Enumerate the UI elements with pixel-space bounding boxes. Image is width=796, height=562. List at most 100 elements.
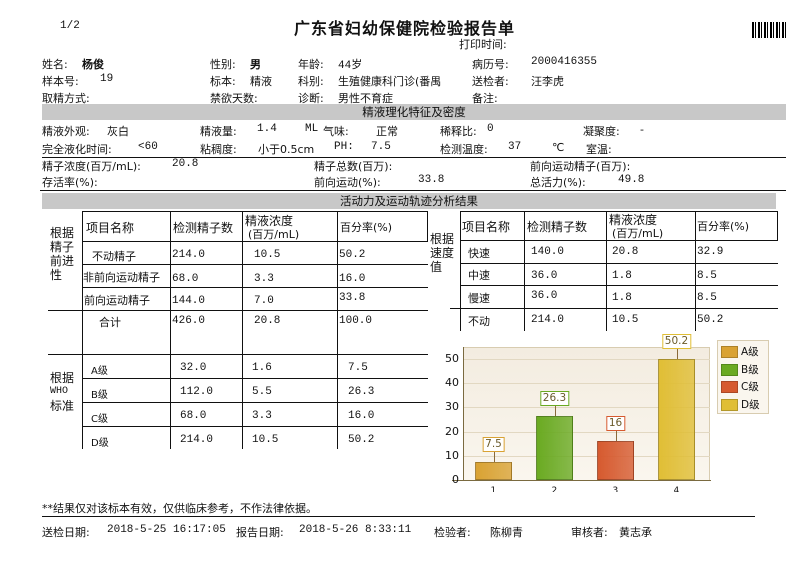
legend-label: A级 <box>741 346 759 358</box>
gridline <box>463 455 710 457</box>
bar <box>536 416 573 480</box>
divider <box>42 157 786 158</box>
odor-value: 正常 <box>376 125 398 138</box>
row-name: 前向运动精子 <box>84 294 150 307</box>
table-border <box>460 211 778 212</box>
bar <box>658 358 695 480</box>
send-date: 2018-5-25 16:17:05 <box>107 524 226 536</box>
legend-label: C级 <box>741 381 759 393</box>
row-conc: 1.8 <box>612 292 632 304</box>
group-label-line: 根据 <box>50 226 75 240</box>
row-name: 非前向运动精子 <box>83 271 160 284</box>
total-motility-value: 49.8 <box>618 174 645 186</box>
row-count: 36.0 <box>531 270 558 282</box>
x-axis <box>452 480 711 481</box>
reviewer-name: 黄志承 <box>619 526 652 539</box>
row-pct: 32.9 <box>697 246 724 258</box>
disclaimer: **结果仅对该标本有效，仅供临床参考，不作法律依据。 <box>42 502 317 515</box>
y-tick-label: 50 <box>445 352 459 366</box>
legend-item-d: D级 <box>721 397 768 415</box>
table-border <box>450 308 778 309</box>
bar <box>597 441 634 480</box>
sender-value: 汪李虎 <box>531 75 564 88</box>
table-border <box>82 211 428 212</box>
group-progress-label: 根据 精子 前进 性 <box>50 226 74 282</box>
group-label-line: 性 <box>50 268 63 282</box>
row-conc: 3.3 <box>254 273 274 285</box>
col-header-name: 项目名称 <box>462 220 511 234</box>
inspector-label: 检验者: <box>434 526 471 539</box>
col-header-count: 检测精子数 <box>527 220 588 234</box>
gridline <box>463 359 710 361</box>
group-label-line: 值 <box>430 260 443 274</box>
table-border <box>460 285 778 286</box>
agglutination-value: - <box>640 123 644 136</box>
row-count: 112.0 <box>180 386 214 398</box>
reviewer-label: 审核者: <box>571 526 608 539</box>
col-header-name: 项目名称 <box>86 221 135 235</box>
diagnosis-value: 男性不育症 <box>338 92 393 105</box>
ph-label: PH: <box>334 141 354 153</box>
concentration-label: 精子浓度(百万/mL): <box>42 160 141 173</box>
legend-item-a: A级 <box>721 344 768 362</box>
table-border <box>460 211 461 331</box>
row-name: 不动 <box>468 315 490 328</box>
temp-value: 37 <box>508 141 522 153</box>
method-label: 取精方式: <box>42 92 90 105</box>
row-count: 144.0 <box>172 295 206 307</box>
col-header-conc-unit: (百万/mL) <box>248 228 300 241</box>
table-border <box>170 211 171 449</box>
viscosity-value: 小于0.5cm <box>258 143 315 156</box>
send-date-label: 送检日期: <box>42 526 90 539</box>
row-name: 不动精子 <box>92 250 136 263</box>
row-conc: 10.5 <box>254 249 281 261</box>
table-border <box>460 263 778 264</box>
gridline <box>463 407 710 409</box>
row-conc: 1.8 <box>612 270 632 282</box>
grade-bar-chart: 0 10 20 30 40 50 7.5 1 26.3 2 16 3 50.2 4 A级 B级 C级 D… <box>432 330 792 500</box>
table-border <box>427 211 428 241</box>
row-count: 36.0 <box>531 290 558 302</box>
page-number: 1/2 <box>60 20 80 32</box>
table-border <box>337 211 338 449</box>
specimen-label: 标本: <box>210 75 236 88</box>
row-pct: 7.5 <box>348 362 368 374</box>
group-label-line: 根据 <box>50 371 75 385</box>
row-name: B级 <box>91 390 108 401</box>
row-count: 426.0 <box>172 315 206 327</box>
x-tick-label: 1 <box>490 486 497 492</box>
volume-value: 1.4 <box>257 123 277 135</box>
sender-label: 送检者: <box>472 75 509 88</box>
ph-value: 7.5 <box>371 141 391 153</box>
group-label-line: 速度 <box>430 246 455 260</box>
table-border <box>606 211 607 331</box>
inspector-name: 陈柳青 <box>490 526 523 539</box>
gridlines <box>463 330 710 500</box>
row-conc: 3.3 <box>252 410 272 422</box>
legend-item-b: B级 <box>721 362 768 380</box>
legend-swatch <box>721 346 738 358</box>
data-label: 50.2 <box>661 333 692 349</box>
row-pct: 50.2 <box>339 249 366 261</box>
agglutination-label: 凝聚度: <box>583 125 620 138</box>
liquefaction-label: 完全液化时间: <box>42 143 112 156</box>
table-border <box>48 310 428 311</box>
dept-label: 科别: <box>298 75 324 88</box>
appearance-value: 灰白 <box>107 125 129 138</box>
row-pct: 8.5 <box>697 270 717 282</box>
legend-label: B级 <box>741 363 759 376</box>
y-tick-label: 0 <box>452 473 459 486</box>
volume-label: 精液量: <box>200 125 237 138</box>
row-count: 214.0 <box>172 249 206 261</box>
abstain-label: 禁欲天数: <box>210 92 258 105</box>
row-pct: 50.2 <box>697 314 724 326</box>
patient-name: 杨俊 <box>82 58 104 71</box>
group-label-line: WHO <box>50 386 69 397</box>
table-border <box>82 426 428 427</box>
y-tick-label: 10 <box>445 448 459 462</box>
table-border <box>524 211 525 331</box>
forward-total-label: 前向运动精子(百万): <box>530 160 631 173</box>
table-border <box>48 354 428 355</box>
viscosity-label: 粘稠度: <box>200 143 237 156</box>
label-leader <box>554 406 556 417</box>
